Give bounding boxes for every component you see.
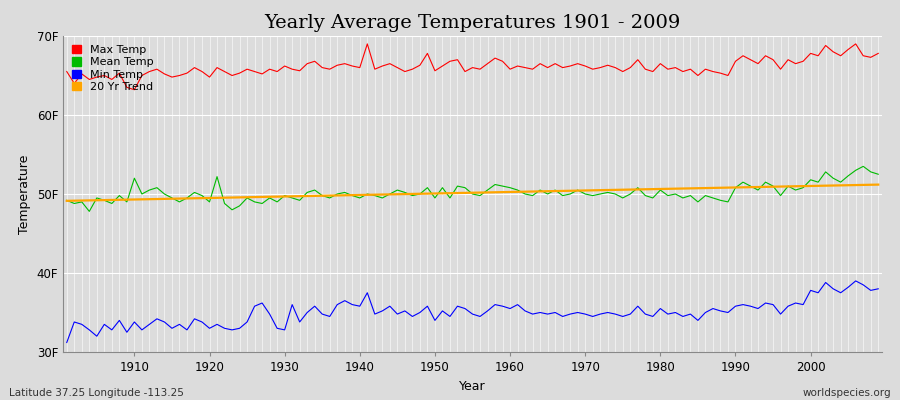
20 Yr Trend [332, 193, 343, 198]
Max Temp [512, 64, 523, 68]
20 Yr Trend [61, 198, 72, 203]
X-axis label: Year: Year [459, 380, 486, 392]
Min Temp [287, 302, 298, 307]
20 Yr Trend [122, 197, 132, 202]
Line: Max Temp: Max Temp [67, 44, 878, 90]
Min Temp [122, 330, 132, 335]
Legend: Max Temp, Mean Temp, Min Temp, 20 Yr Trend: Max Temp, Mean Temp, Min Temp, 20 Yr Tre… [68, 42, 157, 95]
Max Temp [610, 65, 621, 70]
20 Yr Trend [595, 188, 606, 192]
Mean Temp [129, 176, 140, 181]
Mean Temp [873, 172, 884, 177]
Max Temp [519, 65, 530, 70]
Mean Temp [61, 198, 72, 203]
20 Yr Trend [497, 190, 508, 194]
Text: Latitude 37.25 Longitude -113.25: Latitude 37.25 Longitude -113.25 [9, 388, 184, 398]
Min Temp [332, 302, 343, 307]
Mean Temp [512, 188, 523, 192]
Max Temp [129, 87, 140, 92]
Line: 20 Yr Trend: 20 Yr Trend [67, 185, 878, 201]
Min Temp [505, 306, 516, 311]
Max Temp [873, 51, 884, 56]
Text: worldspecies.org: worldspecies.org [803, 388, 891, 398]
Max Temp [294, 68, 305, 73]
Line: Mean Temp: Mean Temp [67, 166, 878, 211]
Min Temp [595, 312, 606, 316]
Mean Temp [84, 209, 94, 214]
Mean Temp [858, 164, 868, 169]
Max Temp [339, 61, 350, 66]
Title: Yearly Average Temperatures 1901 - 2009: Yearly Average Temperatures 1901 - 2009 [265, 14, 680, 32]
Min Temp [497, 304, 508, 308]
Max Temp [122, 85, 132, 90]
Max Temp [362, 42, 373, 46]
20 Yr Trend [287, 194, 298, 199]
Line: Min Temp: Min Temp [67, 281, 878, 342]
Y-axis label: Temperature: Temperature [18, 154, 32, 234]
Mean Temp [339, 190, 350, 195]
Min Temp [850, 278, 861, 283]
20 Yr Trend [873, 182, 884, 187]
Mean Temp [294, 198, 305, 203]
Max Temp [61, 69, 72, 74]
Min Temp [61, 340, 72, 345]
Mean Temp [602, 190, 613, 195]
Min Temp [873, 286, 884, 291]
20 Yr Trend [505, 190, 516, 194]
Mean Temp [505, 185, 516, 190]
